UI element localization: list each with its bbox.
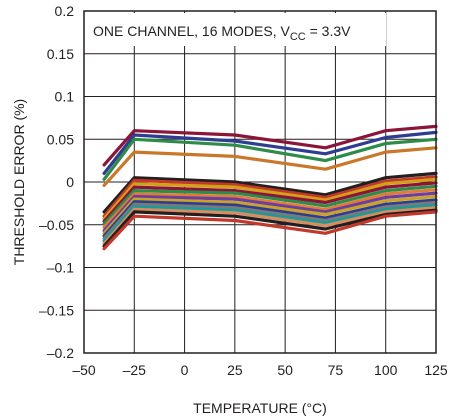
series-line [102, 198, 438, 238]
annotation-box: ONE CHANNEL, 16 MODES, VCC = 3.3V [86, 13, 386, 46]
x-tick-label: 75 [328, 362, 344, 378]
series-line [102, 194, 438, 235]
y-tick-label: 0.05 [47, 131, 74, 147]
x-axis-title: TEMPERATURE (°C) [193, 400, 327, 416]
series-line [102, 146, 438, 187]
annotation-suffix: = 3.3V [306, 23, 351, 39]
y-tick-labels: 0.2 0.15 0.1 0.05 0 –0.05 –0.1 –0.15 –0.2 [39, 3, 74, 361]
x-tick-label: –50 [72, 362, 96, 378]
series-line [102, 124, 438, 167]
y-tick-label: 0 [66, 174, 74, 190]
series-line [102, 208, 438, 248]
plot-frame [83, 10, 437, 354]
series-line [102, 181, 438, 223]
y-tick-label: –0.15 [39, 302, 74, 318]
annotation-prefix: ONE CHANNEL, 16 MODES, V [93, 23, 290, 39]
series-line [102, 175, 438, 218]
series-line [102, 200, 438, 240]
y-tick-label: –0.2 [47, 345, 74, 361]
series-line [102, 210, 438, 251]
series-line [102, 206, 438, 246]
series-line [102, 171, 438, 214]
y-tick-label: –0.1 [47, 260, 74, 276]
x-tick-label: 100 [374, 362, 398, 378]
y-tick-label: 0.2 [55, 3, 75, 19]
y-tick-label: 0.15 [47, 46, 74, 62]
annotation-text: ONE CHANNEL, 16 MODES, VCC = 3.3V [93, 23, 351, 43]
x-tick-label: 50 [277, 362, 293, 378]
series-line [102, 184, 438, 226]
series-line [102, 137, 438, 181]
annotation-subscript: CC [290, 31, 306, 43]
series-line [102, 203, 438, 243]
series-lines [102, 124, 438, 251]
series-line [102, 177, 438, 221]
x-tick-label: 125 [424, 362, 448, 378]
x-tick-labels: –50 –25 0 25 50 75 100 125 [72, 362, 448, 378]
series-line [102, 191, 438, 233]
annotation-background [86, 13, 386, 46]
series-line [102, 188, 438, 229]
y-tick-label: 0.1 [55, 89, 75, 105]
x-tick-label: –25 [123, 362, 147, 378]
y-axis-title: THRESHOLD ERROR (%) [11, 99, 27, 265]
series-line [102, 130, 438, 175]
x-tick-label: 0 [181, 362, 189, 378]
x-tick-label: 25 [227, 362, 243, 378]
y-tick-label: –0.05 [39, 217, 74, 233]
